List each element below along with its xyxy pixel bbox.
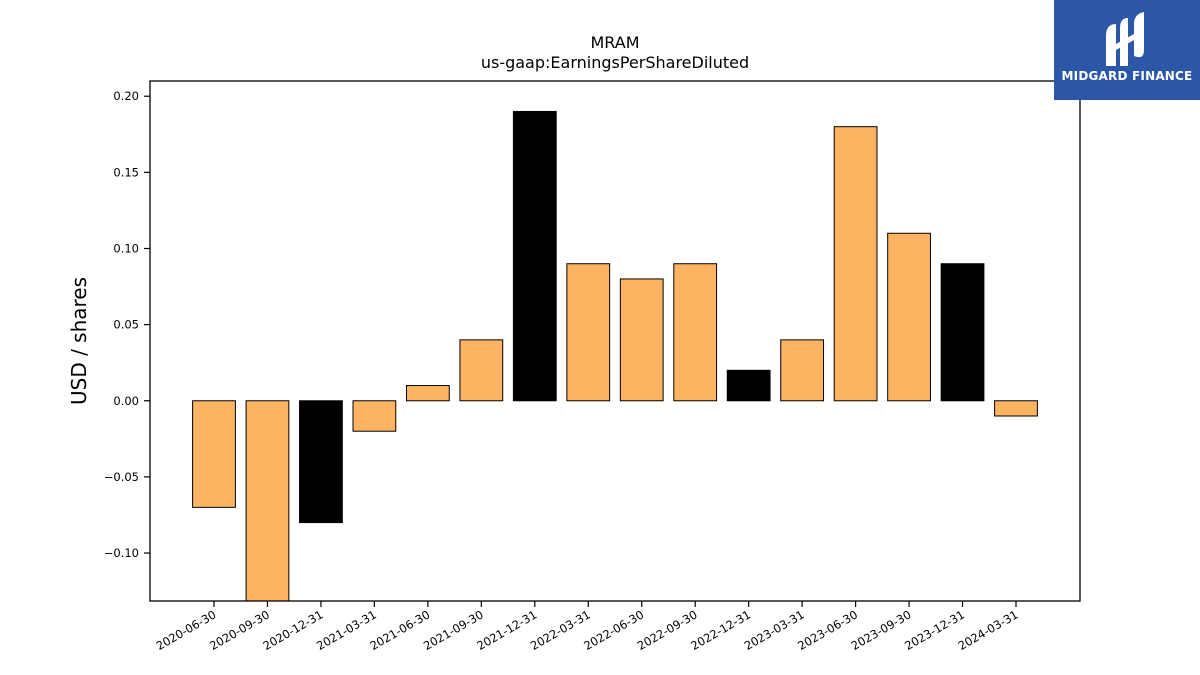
y-tick-label: 0.20 (113, 89, 139, 103)
bar-2020-06-30 (192, 400, 236, 508)
midgard-finance-logo: MIDGARD FINANCE (1054, 0, 1200, 100)
bar-2023-09-30 (887, 232, 931, 402)
midgard-logo-icon (1106, 12, 1144, 66)
bar-2022-06-30 (619, 278, 664, 402)
x-tick-label: 2022-12-31 (688, 607, 753, 653)
bar-2021-03-31 (352, 400, 397, 432)
bar-2022-03-31 (566, 263, 611, 402)
bar-2023-03-31 (780, 339, 825, 402)
x-tick-label: 2024-03-31 (956, 607, 1021, 653)
x-tick-label: 2021-09-30 (421, 607, 486, 653)
x-tick-label: 2023-12-31 (902, 607, 967, 653)
logo-text: MIDGARD FINANCE (1061, 69, 1193, 83)
bar-2020-09-30 (245, 400, 290, 601)
x-tick-label: 2020-06-30 (154, 607, 219, 653)
y-tick-label: 0.05 (113, 318, 139, 332)
y-tick-label: −0.05 (104, 470, 139, 484)
bar-2021-09-30 (459, 339, 504, 402)
x-tick-label: 2021-06-30 (367, 607, 432, 653)
x-tick-label: 2021-12-31 (474, 607, 539, 653)
x-tick-label: 2021-03-31 (314, 607, 379, 653)
x-tick-label: 2020-12-31 (261, 607, 326, 653)
y-axis: −0.10 −0.05 0.00 0.05 0.10 0.15 0.20 (104, 89, 150, 560)
bar-2023-12-31 (940, 263, 985, 402)
x-axis: 2020-06-302020-09-302020-12-312021-03-31… (154, 601, 1021, 653)
y-tick-label: 0.15 (113, 165, 139, 179)
bar-2020-12-31 (299, 400, 343, 524)
bar-2021-12-31 (512, 110, 557, 402)
bars-group (192, 110, 1038, 601)
x-tick-label: 2020-09-30 (207, 607, 272, 653)
bar-2023-06-30 (833, 126, 878, 402)
y-tick-label: −0.10 (104, 546, 139, 560)
y-tick-label: 0.10 (113, 241, 139, 255)
x-tick-label: 2023-09-30 (849, 607, 914, 653)
y-tick-label: 0.00 (113, 394, 139, 408)
x-tick-label: 2022-09-30 (635, 607, 700, 653)
bar-2024-03-31 (994, 400, 1038, 417)
y-axis-label: USD / shares (67, 277, 91, 405)
chart-subtitle: us-gaap:EarningsPerShareDiluted (481, 53, 749, 72)
bar-2022-12-31 (726, 369, 771, 402)
chart-title: MRAM (590, 33, 639, 52)
bar-2021-06-30 (405, 385, 450, 402)
bar-2022-09-30 (673, 263, 718, 402)
x-tick-label: 2022-03-31 (528, 607, 593, 653)
x-tick-label: 2022-06-30 (581, 607, 646, 653)
x-tick-label: 2023-03-31 (742, 607, 807, 653)
plot-frame (149, 80, 1081, 602)
x-tick-label: 2023-06-30 (795, 607, 860, 653)
